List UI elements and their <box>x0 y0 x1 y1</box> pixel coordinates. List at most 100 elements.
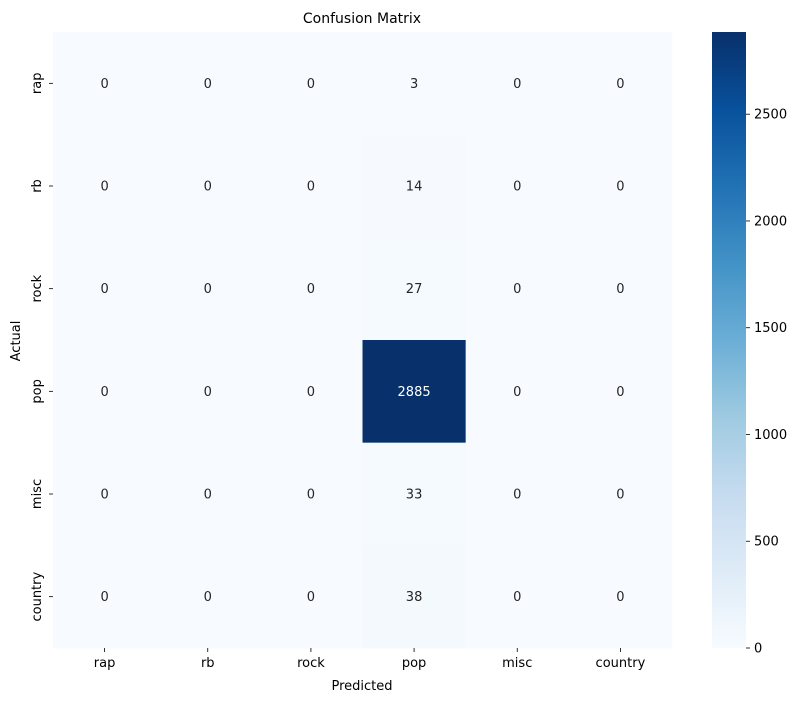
heatmap-cell <box>465 237 570 341</box>
heatmap-cell <box>259 32 363 136</box>
x-tick-label: rock <box>297 656 325 671</box>
cell-value: 0 <box>616 590 624 605</box>
heatmap-cell <box>156 442 260 546</box>
cell-value: 0 <box>307 488 315 503</box>
heatmap-cell <box>53 340 157 444</box>
cell-value: 33 <box>406 488 423 503</box>
cell-value: 0 <box>100 77 108 92</box>
y-tick-label: rock <box>30 274 45 302</box>
heatmap-cell <box>362 32 467 136</box>
cell-value: 0 <box>204 385 212 400</box>
heatmap-cell <box>53 32 157 136</box>
cell-value: 0 <box>513 488 521 503</box>
y-tick-label: misc <box>30 479 45 509</box>
cell-value: 3 <box>410 77 418 92</box>
x-tick-label: country <box>596 656 646 671</box>
x-tick-label: rap <box>94 656 116 671</box>
colorbar-tick-label: 1000 <box>754 428 787 443</box>
cell-value: 0 <box>204 180 212 195</box>
cell-value: 0 <box>616 77 624 92</box>
cell-value: 0 <box>100 282 108 297</box>
cell-value: 0 <box>616 180 624 195</box>
colorbar-tick-label: 0 <box>754 642 762 657</box>
heatmap-cells <box>53 32 673 649</box>
heatmap-cell <box>156 340 260 444</box>
y-tick-label: rb <box>30 179 45 193</box>
heatmap-cell <box>568 134 673 238</box>
colorbar-tick-label: 1500 <box>754 321 787 336</box>
cell-value: 0 <box>100 590 108 605</box>
heatmap-cell <box>568 32 673 136</box>
heatmap-cell <box>362 237 467 341</box>
heatmap-cell <box>568 442 673 546</box>
cell-value: 0 <box>307 385 315 400</box>
cell-value: 27 <box>406 282 423 297</box>
cell-value: 0 <box>513 385 521 400</box>
y-axis-ticks: rap rb rock pop misc country <box>30 73 53 622</box>
heatmap-cell <box>53 545 157 649</box>
cell-value: 0 <box>307 77 315 92</box>
heatmap-cell <box>568 340 673 444</box>
x-axis-label: Predicted <box>331 679 392 694</box>
x-tick-label: misc <box>502 656 532 671</box>
cell-value: 0 <box>616 385 624 400</box>
heatmap-cell <box>156 134 260 238</box>
cell-value: 0 <box>513 77 521 92</box>
heatmap-cell <box>259 545 363 649</box>
cell-value: 14 <box>406 180 423 195</box>
heatmap-cell <box>465 442 570 546</box>
x-tick-label: pop <box>402 656 426 671</box>
colorbar <box>712 32 746 648</box>
heatmap-cell <box>259 340 363 444</box>
heatmap-cell <box>465 340 570 444</box>
cell-value: 0 <box>204 488 212 503</box>
heatmap-cell <box>259 442 363 546</box>
y-tick-label: country <box>30 572 45 622</box>
cell-value: 0 <box>307 590 315 605</box>
cell-value: 0 <box>100 180 108 195</box>
cell-value: 0 <box>204 590 212 605</box>
chart-title: Confusion Matrix <box>303 11 421 27</box>
y-axis-label: Actual <box>9 321 24 362</box>
x-axis-ticks: rap rb rock pop misc country <box>94 648 646 671</box>
cell-value: 0 <box>100 385 108 400</box>
cell-value: 0 <box>513 282 521 297</box>
heatmap-cell <box>259 134 363 238</box>
colorbar-tick-label: 2000 <box>754 214 787 229</box>
cell-value: 0 <box>204 77 212 92</box>
heatmap-cell <box>465 134 570 238</box>
cell-value: 0 <box>100 488 108 503</box>
cell-annotations: 0 0 0 3 0 0 0 0 0 14 0 0 0 0 0 27 0 0 0 0 0 2885 0 0 0 0 0 33 0 0 0 0 0 3… <box>100 77 624 605</box>
cell-value: 0 <box>513 590 521 605</box>
colorbar-ticks: 0 500 1000 1500 2000 2500 <box>746 108 787 657</box>
cell-value: 0 <box>307 282 315 297</box>
heatmap-cell <box>568 237 673 341</box>
cell-value: 0 <box>204 282 212 297</box>
heatmap-cell <box>362 545 467 649</box>
heatmap-cell <box>362 134 467 238</box>
heatmap-cell <box>362 442 467 546</box>
heatmap-cell <box>53 442 157 546</box>
x-tick-label: rb <box>201 656 215 671</box>
y-tick-label: rap <box>30 73 45 95</box>
heatmap-cell <box>156 545 260 649</box>
cell-value: 0 <box>307 180 315 195</box>
heatmap-cell <box>259 237 363 341</box>
colorbar-tick-label: 500 <box>754 535 779 550</box>
heatmap-cell <box>465 32 570 136</box>
heatmap-cell <box>156 237 260 341</box>
heatmap-cell <box>156 32 260 136</box>
cell-value: 0 <box>616 282 624 297</box>
colorbar-tick-label: 2500 <box>754 108 787 123</box>
cell-value: 0 <box>513 180 521 195</box>
cell-value: 0 <box>616 488 624 503</box>
y-tick-label: pop <box>30 379 45 403</box>
cell-value: 38 <box>406 590 423 605</box>
heatmap-cell <box>53 237 157 341</box>
heatmap-cell <box>53 134 157 238</box>
heatmap-cell <box>362 340 467 444</box>
heatmap-cell <box>568 545 673 649</box>
cell-value: 2885 <box>398 385 431 400</box>
heatmap-cell <box>465 545 570 649</box>
